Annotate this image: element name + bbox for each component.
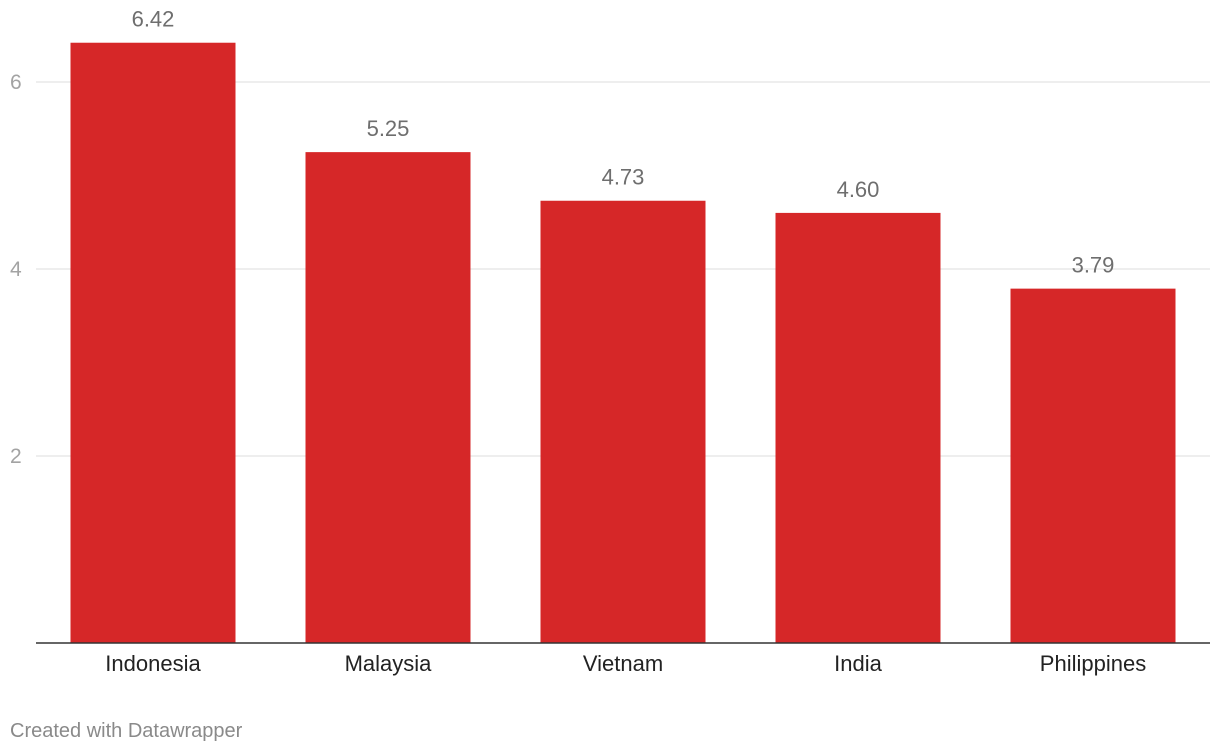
- y-tick-label: 2: [10, 445, 22, 468]
- x-tick-label: Indonesia: [105, 651, 201, 676]
- x-axis-labels: Indonesia Malaysia Vietnam India Philippines: [105, 651, 1146, 676]
- value-label: 4.73: [602, 165, 645, 190]
- bar-philippines[interactable]: [1010, 288, 1176, 643]
- x-tick-label: Philippines: [1040, 651, 1146, 676]
- bar-vietnam[interactable]: [540, 200, 706, 643]
- value-label: 6.42: [132, 7, 175, 32]
- y-tick-label: 6: [10, 71, 22, 94]
- x-tick-label: India: [834, 651, 882, 676]
- bars: [70, 42, 1176, 644]
- value-labels: 6.42 5.25 4.73 4.60 3.79: [132, 7, 1115, 278]
- y-tick-label: 4: [10, 258, 22, 281]
- datawrapper-credit[interactable]: Created with Datawrapper: [10, 720, 243, 742]
- x-tick-label: Malaysia: [345, 651, 433, 676]
- x-tick-label: Vietnam: [583, 651, 663, 676]
- bar-malaysia[interactable]: [305, 152, 471, 643]
- value-label: 5.25: [367, 116, 410, 141]
- value-label: 4.60: [837, 177, 880, 202]
- bar-india[interactable]: [775, 212, 941, 643]
- value-label: 3.79: [1072, 253, 1115, 278]
- bar-indonesia[interactable]: [70, 42, 236, 644]
